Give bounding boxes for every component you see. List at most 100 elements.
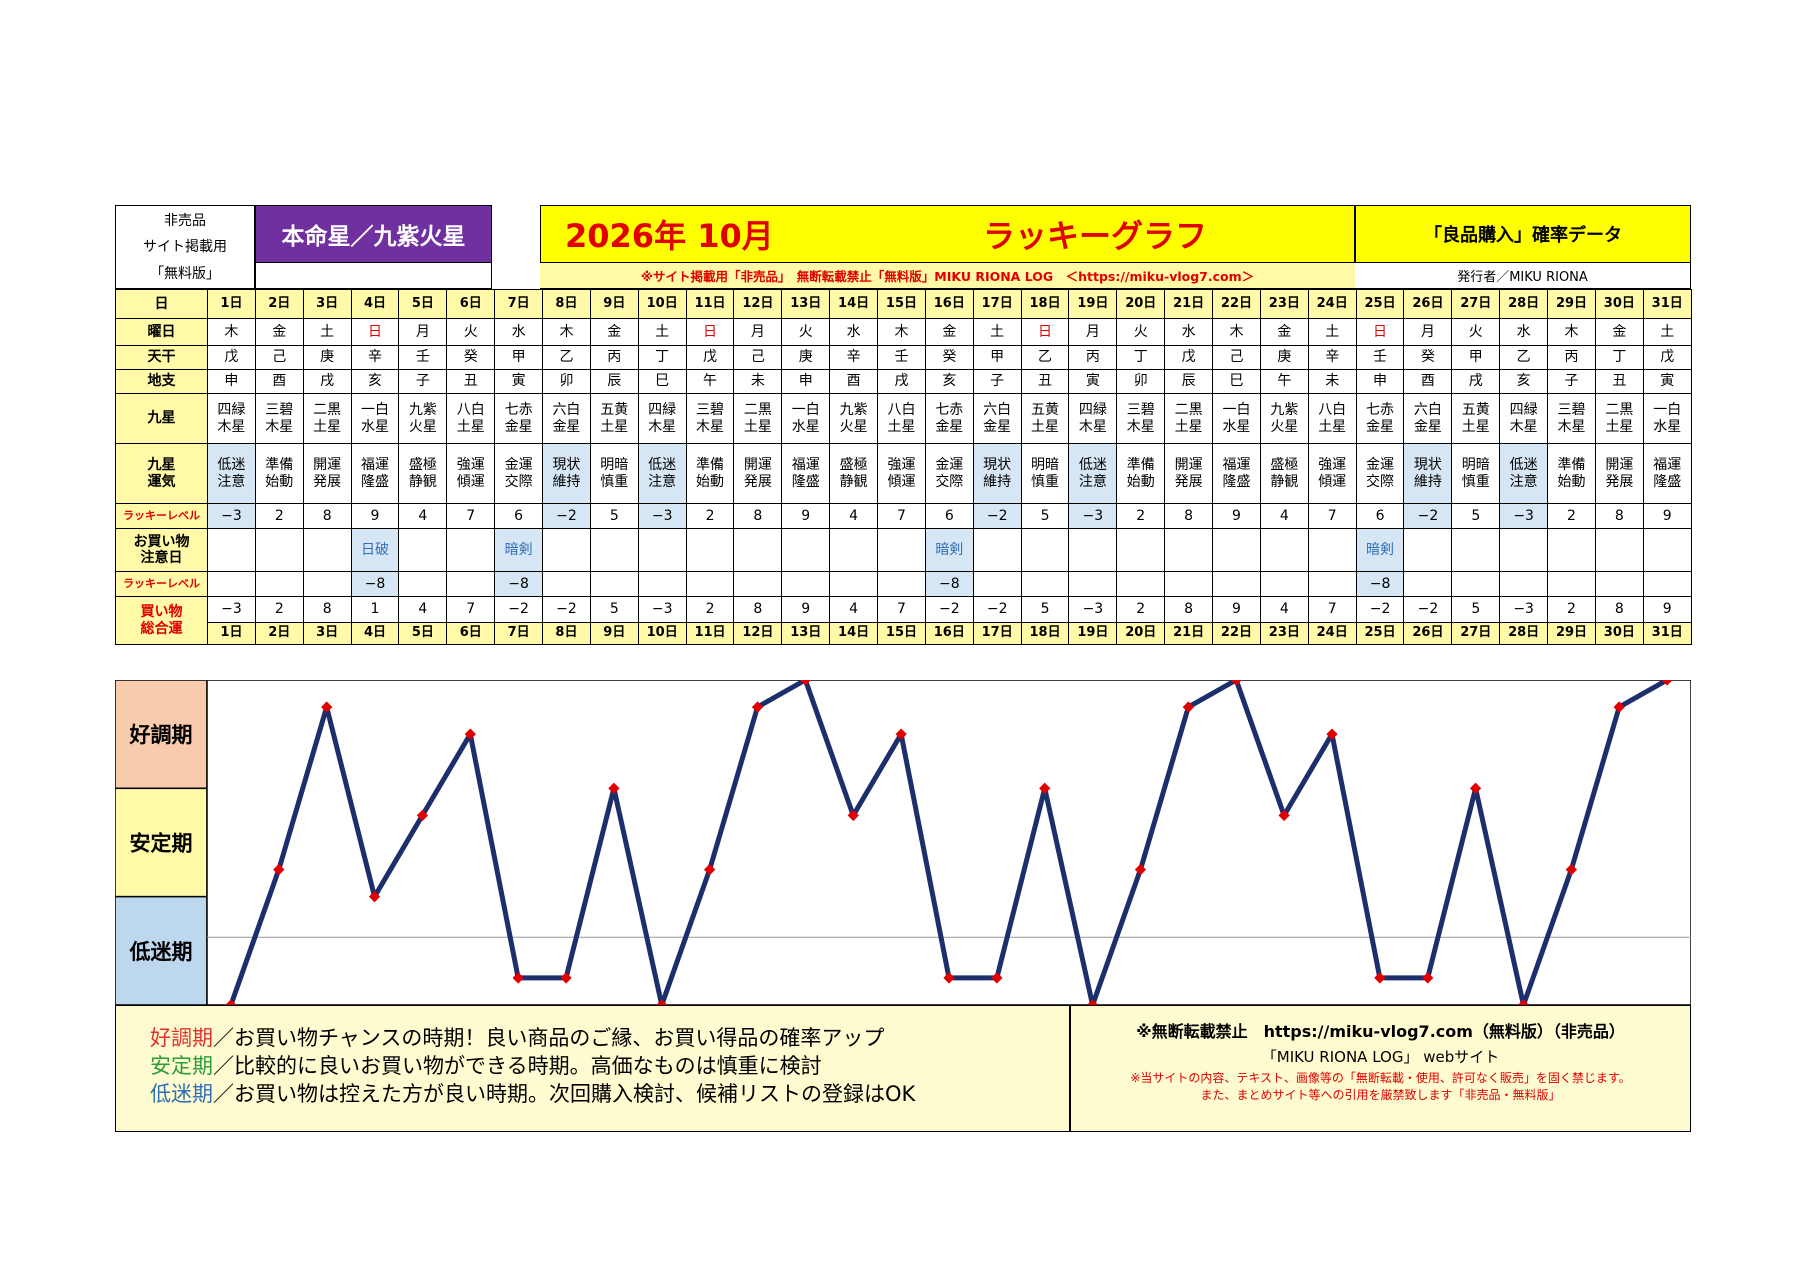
chishi-cell: 寅 xyxy=(1642,369,1692,394)
caution-level-cell xyxy=(398,571,448,597)
caution-cell xyxy=(1307,528,1357,572)
chishi-cell: 申 xyxy=(207,369,256,394)
tenkan-cell: 乙 xyxy=(542,345,591,370)
luck-a: 盛極 xyxy=(1270,457,1299,474)
level-cell: 9 xyxy=(350,503,400,529)
kyusei-cell: 八白 土星 xyxy=(446,393,496,444)
tenkan-cell: 戊 xyxy=(1642,345,1692,370)
weekday-cell: 日 xyxy=(1355,318,1405,346)
data-point xyxy=(608,782,620,794)
row-kyusei: 九星 四緑 木星 三碧 木星 二黒 土星 一白 水星 九紫 火星 八白 土星 七赤 金星 六白 金星 五黄 土星 四緑… xyxy=(115,393,1692,444)
caution-cell xyxy=(302,528,352,572)
chishi-cell: 辰 xyxy=(1164,369,1214,394)
total-cell: 8 xyxy=(1594,596,1644,623)
day-footer-cell: 18日 xyxy=(1020,622,1070,645)
kyusei-a: 二黒 xyxy=(1605,402,1634,419)
luck-b: 静観 xyxy=(1270,473,1299,490)
kyusei-b: 土星 xyxy=(1318,418,1347,435)
kyusei-cell: 五黄 土星 xyxy=(589,393,639,444)
kyusei-a: 三碧 xyxy=(1126,402,1155,419)
weekday-cell: 月 xyxy=(1403,318,1453,346)
weekday-cell: 日 xyxy=(685,318,735,346)
level-cell: 8 xyxy=(733,503,783,529)
caution-level-cell xyxy=(1259,571,1309,597)
kyusei-a: 八白 xyxy=(1318,402,1347,419)
weekday-cell: 金 xyxy=(589,318,639,346)
kyusei-b: 木星 xyxy=(265,418,294,435)
legend-stable-text: ／比較的に良いお買い物ができる時期。高価なものは慎重に検討 xyxy=(213,1054,822,1078)
luck-b: 静観 xyxy=(408,473,437,490)
day-footer-cell: 7日 xyxy=(494,622,544,645)
caution-level-cell xyxy=(1307,571,1357,597)
kyusei-b: 金星 xyxy=(1413,418,1442,435)
total-cell: −2 xyxy=(972,596,1022,623)
kyusei-cell: 一白 水星 xyxy=(1642,393,1692,444)
luck-a: 明暗 xyxy=(1031,457,1060,474)
day-cell: 10日 xyxy=(637,289,687,319)
row-label-total-b: 総合運 xyxy=(140,620,183,637)
day-footer-cell: 9日 xyxy=(589,622,639,645)
luck-cell: 開運 発展 xyxy=(1164,443,1214,504)
caution-cell xyxy=(398,528,448,572)
luck-a: 準備 xyxy=(1557,457,1586,474)
luck-cell: 開運 発展 xyxy=(302,443,352,504)
total-cell: 4 xyxy=(829,596,879,623)
luck-cell: 福運 隆盛 xyxy=(1212,443,1261,504)
note-line2: 「MIKU RIONA LOG」 webサイト xyxy=(1261,1048,1500,1066)
kyusei-b: 土星 xyxy=(313,418,342,435)
luck-cell: 明暗 慎重 xyxy=(1020,443,1070,504)
level-cell: 6 xyxy=(1355,503,1405,529)
caution-level-cell: −8 xyxy=(924,571,974,597)
kyusei-b: 木星 xyxy=(696,418,725,435)
caution-level-cell xyxy=(877,571,926,597)
luck-b: 発展 xyxy=(743,473,772,490)
row-caution: お買い物 注意日 日破 暗剣 暗剣 暗剣 xyxy=(115,528,1692,572)
luck-a: 準備 xyxy=(1126,457,1155,474)
kyusei-b: 木星 xyxy=(1078,418,1107,435)
kyusei-b: 金星 xyxy=(504,418,533,435)
total-cell: −3 xyxy=(207,596,256,623)
day-footer-cell: 16日 xyxy=(924,622,974,645)
luck-cell: 現状 維持 xyxy=(542,443,591,504)
day-footer-cell: 11日 xyxy=(685,622,735,645)
row-level: ラッキーレベル −3 2 8 9 4 7 6 −2 5 −3 2 8 9 4 7 6 −2 5 −3 2 8 9 4 7 6 −2 5… xyxy=(115,503,1692,529)
luck-a: 明暗 xyxy=(600,457,629,474)
luck-b: 交際 xyxy=(935,473,964,490)
tenkan-cell: 辛 xyxy=(1307,345,1357,370)
kyusei-a: 四緑 xyxy=(648,402,677,419)
kyusei-a: 二黒 xyxy=(313,402,342,419)
luck-cell: 金運 交際 xyxy=(494,443,544,504)
luck-b: 注意 xyxy=(217,473,246,490)
kyusei-b: 土星 xyxy=(1461,418,1490,435)
luck-cell: 盛極 静観 xyxy=(829,443,879,504)
luck-cell: 開運 発展 xyxy=(733,443,783,504)
level-cell: 5 xyxy=(1020,503,1070,529)
legend-good: 好調期／お買い物チャンスの時期！良い商品のご縁、お買い得品の確率アップ xyxy=(150,1024,1069,1052)
luck-b: 発展 xyxy=(313,473,342,490)
kyusei-cell: 八白 土星 xyxy=(1307,393,1357,444)
weekday-cell: 月 xyxy=(398,318,448,346)
row-label-luck-b: 運気 xyxy=(147,473,176,490)
kyusei-b: 火星 xyxy=(1270,418,1299,435)
luck-b: 維持 xyxy=(552,473,581,490)
kyusei-cell: 三碧 木星 xyxy=(1116,393,1166,444)
row-total: 買い物 総合運 −3 2 8 1 4 7 −2 −2 5 −3 2 8 9 4 7 −2 −2 5 −3 2 8 9 4 7 −2−… xyxy=(115,596,1692,645)
kyusei-a: 五黄 xyxy=(1031,402,1060,419)
tenkan-cell: 壬 xyxy=(877,345,926,370)
chishi-cell: 丑 xyxy=(446,369,496,394)
row-day-footer: 1日 2日 3日 4日 5日 6日 7日 8日 9日 10日 11日 12日 13日 14日 15日 16日 1… xyxy=(116,622,1692,645)
data-point xyxy=(1278,809,1290,822)
day-footer-cell: 28日 xyxy=(1499,622,1549,645)
data-point xyxy=(1086,999,1099,1005)
weekday-cell: 火 xyxy=(1451,318,1501,346)
weekday-cell: 土 xyxy=(972,318,1022,346)
day-footer-cell: 5日 xyxy=(398,622,448,645)
kyusei-cell: 七赤 金星 xyxy=(494,393,544,444)
total-cell: −2 xyxy=(924,596,974,623)
luck-a: 福運 xyxy=(1222,457,1251,474)
row-weekday: 曜日木金土日月火水木金土日月火水木金土日月火水木金土日月火水木金土 xyxy=(115,318,1692,346)
luck-cell: 準備 始動 xyxy=(254,443,304,504)
total-cell: −2 xyxy=(1355,596,1405,623)
weekday-cell: 水 xyxy=(829,318,879,346)
